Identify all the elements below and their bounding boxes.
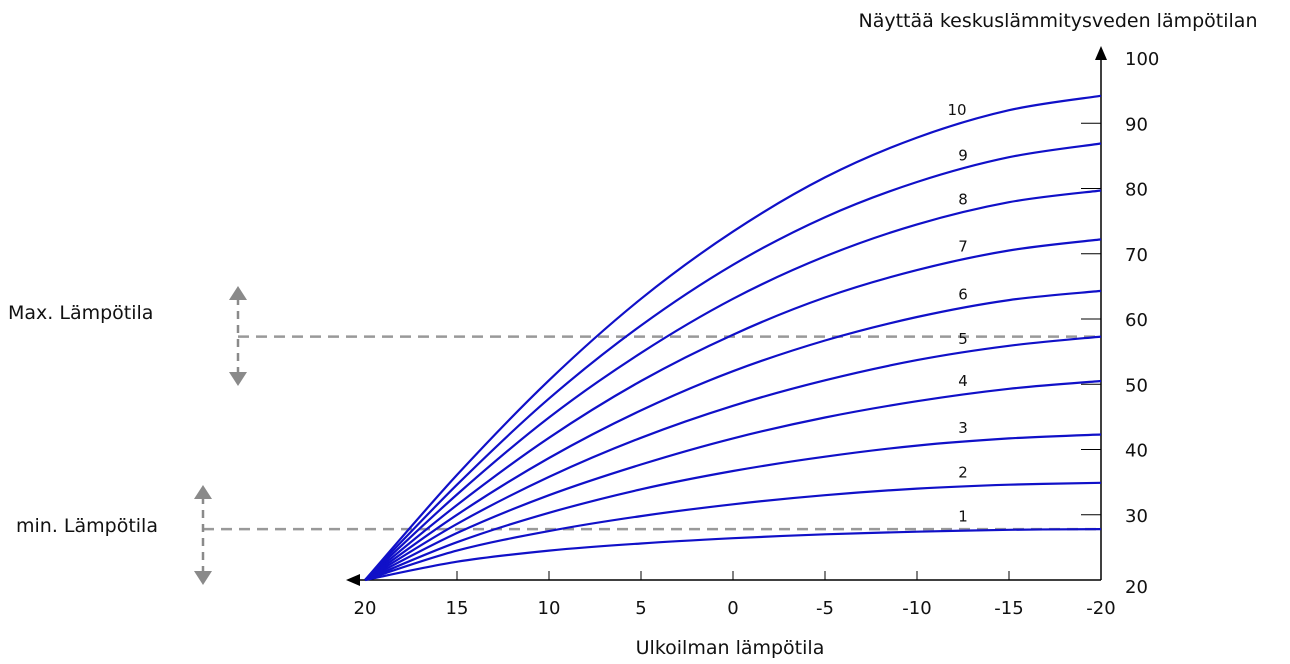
- y-axis-title: Näyttää keskuslämmitysveden lämpötilan: [859, 10, 1258, 32]
- heating-curve-8: [364, 189, 1102, 581]
- curve-label-6: 6: [958, 286, 968, 304]
- x-tick-label: 15: [446, 598, 469, 619]
- x-tick-label: -15: [994, 598, 1023, 619]
- x-tick-label: 5: [635, 598, 646, 619]
- heating-curve-6: [364, 289, 1102, 581]
- y-tick-label: 20: [1125, 577, 1148, 598]
- x-axis-title: Ulkoilman lämpötila: [636, 637, 825, 659]
- x-tick-label: 20: [354, 598, 377, 619]
- heating-curve-10: [364, 94, 1102, 581]
- curve-label-8: 8: [958, 190, 968, 208]
- heating-curve-7: [364, 238, 1102, 581]
- heating-curve-1: [364, 528, 1102, 582]
- curve-label-10: 10: [947, 101, 966, 119]
- max-temp-adjust-arrows: [229, 286, 247, 386]
- y-axis-arrow: [1095, 46, 1107, 60]
- y-tick-label: 80: [1125, 180, 1148, 201]
- curve-label-1: 1: [958, 508, 968, 526]
- curve-label-2: 2: [958, 464, 968, 482]
- x-tick-label: 10: [538, 598, 561, 619]
- heating-curve-9: [364, 142, 1102, 581]
- heating-curve-3: [364, 433, 1102, 582]
- curve-label-9: 9: [958, 147, 968, 165]
- min-temp-label: min. Lämpötila: [16, 515, 158, 537]
- y-tick-label: 50: [1125, 375, 1148, 396]
- y-tick-label: 30: [1125, 506, 1148, 527]
- y-tick-label: 70: [1125, 245, 1148, 266]
- heating-curve-4: [364, 379, 1102, 581]
- heating-curve-2: [364, 481, 1102, 582]
- min-temp-adjust-arrows: [194, 485, 212, 585]
- y-tick-label: 100: [1125, 49, 1159, 70]
- y-tick-label: 60: [1125, 310, 1148, 331]
- x-tick-label: -20: [1086, 598, 1115, 619]
- curve-label-3: 3: [958, 419, 968, 437]
- x-tick-label: -5: [816, 598, 834, 619]
- heating-curve-5: [364, 335, 1102, 581]
- x-axis-arrow: [346, 574, 360, 586]
- y-tick-label: 40: [1125, 441, 1148, 462]
- y-tick-label: 90: [1125, 114, 1148, 135]
- curve-label-5: 5: [958, 330, 968, 348]
- x-tick-label: -10: [902, 598, 931, 619]
- max-temp-label: Max. Lämpötila: [8, 302, 153, 324]
- curve-label-7: 7: [958, 237, 968, 255]
- x-tick-label: 0: [727, 598, 738, 619]
- curve-label-4: 4: [958, 372, 968, 390]
